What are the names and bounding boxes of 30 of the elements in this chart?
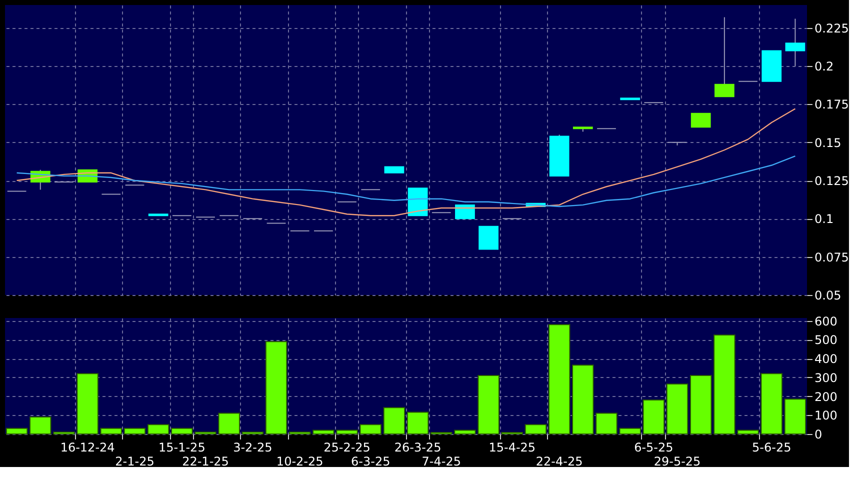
y-tick-label: 600: [814, 314, 838, 328]
y-tick-label: 0.075: [814, 250, 849, 264]
x-tick-label: 3-2-25: [233, 440, 272, 454]
y-tick-label: 0.175: [814, 98, 849, 112]
y-tick-label: 400: [814, 352, 838, 366]
x-tick-label: 26-3-25: [394, 440, 442, 454]
y-tick-label: 500: [814, 333, 838, 348]
y-tick-label: 0.05: [814, 288, 842, 302]
y-tick-label: 0.125: [814, 174, 849, 188]
y-tick-label: 0.2: [814, 60, 834, 74]
x-tick-label: 29-5-25: [654, 454, 701, 468]
y-tick-label: 100: [814, 408, 838, 423]
x-tick-label: 5-6-25: [752, 440, 792, 454]
x-tick-label: 22-1-25: [182, 454, 229, 468]
y-tick-label: 0.15: [814, 136, 842, 150]
x-tick-label: 16-12-24: [60, 440, 115, 454]
y-tick-label: 200: [814, 390, 838, 404]
x-tick-label: 15-4-25: [488, 440, 536, 454]
x-tick-label: 10-2-25: [276, 454, 324, 468]
y-tick-label: 0.225: [814, 21, 849, 36]
y-tick-label: 0.1: [814, 212, 834, 226]
x-tick-label: 6-3-25: [351, 454, 390, 468]
x-tick-label: 22-4-25: [536, 454, 583, 468]
x-tick-label: 7-4-25: [422, 454, 461, 468]
x-tick-label: 15-1-25: [158, 440, 206, 454]
x-tick-label: 6-5-25: [634, 440, 674, 454]
y-tick-label: 300: [814, 370, 838, 385]
x-tick-label: 2-1-25: [115, 454, 154, 468]
y-tick-label: 0: [814, 428, 822, 442]
x-tick-label: 25-2-25: [324, 440, 370, 454]
